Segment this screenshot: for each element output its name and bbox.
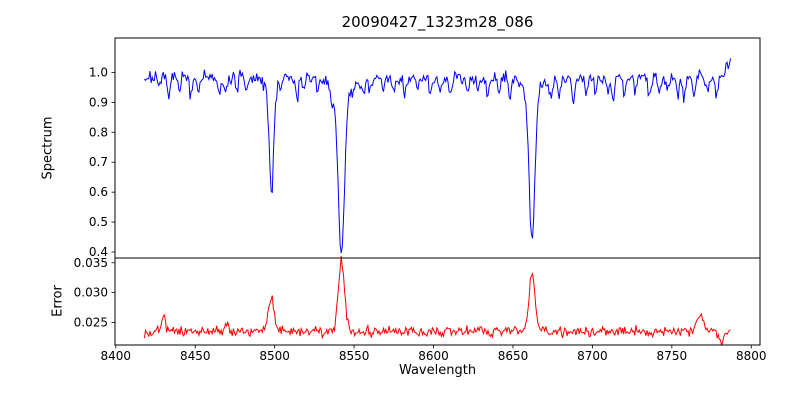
x-tick-label: 8550 [339, 349, 370, 363]
spectrum-line [144, 58, 731, 254]
error-y-tick-label: 0.035 [74, 256, 108, 270]
spectrum-y-tick-label: 0.5 [89, 215, 108, 229]
spectrum-y-tick-label: 0.6 [89, 185, 108, 199]
spectrum-y-tick-label: 0.7 [89, 155, 108, 169]
chart-title: 20090427_1323m28_086 [341, 13, 534, 31]
spectrum-y-tick-label: 0.4 [89, 245, 108, 259]
x-tick-label: 8600 [418, 349, 449, 363]
spectrum-panel-border [114, 37, 761, 259]
spectrum-y-tick-label: 1.0 [89, 65, 108, 79]
wavelength-x-axis-label: Wavelength [398, 363, 477, 378]
x-tick-label: 8700 [577, 349, 608, 363]
x-tick-label: 8400 [101, 349, 132, 363]
spectrum-y-tick-label: 0.9 [89, 95, 108, 109]
error-panel-border [114, 257, 761, 346]
x-tick-label: 8650 [498, 349, 529, 363]
error-y-tick-label: 0.030 [74, 286, 108, 300]
x-tick-label: 8800 [736, 349, 767, 363]
error-y-tick-label: 0.025 [74, 315, 108, 329]
x-tick-label: 8450 [180, 349, 211, 363]
x-tick-label: 8500 [259, 349, 290, 363]
x-tick-label: 8750 [657, 349, 688, 363]
error-line [143, 256, 731, 346]
spectrum-y-tick-label: 0.8 [89, 125, 108, 139]
